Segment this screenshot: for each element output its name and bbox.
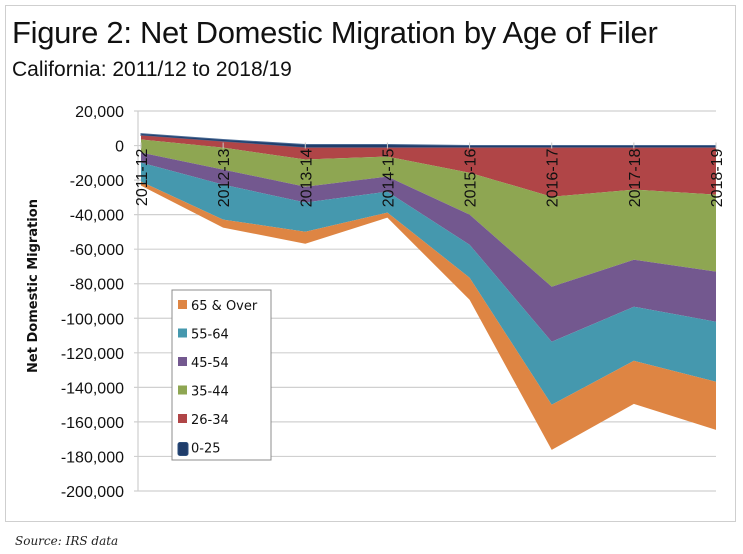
y-tick-label: -80,000 xyxy=(70,277,124,294)
legend-box xyxy=(171,289,272,461)
x-category-label: 2016-17 xyxy=(545,148,562,207)
area-series-65-over xyxy=(141,181,716,450)
chart-title: Figure 2: Net Domestic Migration by Age … xyxy=(12,15,658,50)
y-tick-label: -60,000 xyxy=(70,242,124,259)
x-category-label: 2017-18 xyxy=(627,148,644,207)
x-category-label: 2014-15 xyxy=(380,148,397,207)
y-axis-ticks: 20,000 0 -20,000 -40,000 -60,000 -80,000 -100,… xyxy=(61,104,124,501)
x-category-label: 2015-16 xyxy=(463,148,480,207)
x-category-label: 2018-19 xyxy=(709,148,726,207)
area-series-26-34 xyxy=(141,135,716,197)
x-category-label: 2011-12 xyxy=(134,148,151,206)
legend-label-45-54: 45-54 xyxy=(191,356,229,371)
area-series-45-54 xyxy=(141,152,716,342)
legend: 65 & Over 55-64 45-54 35-44 26-34 0-25 xyxy=(171,289,272,461)
legend-label-26-34: 26-34 xyxy=(191,413,229,428)
y-tick-label: 20,000 xyxy=(75,104,124,121)
legend-swatch-55-64 xyxy=(178,328,187,338)
y-tick-label: -20,000 xyxy=(70,173,124,190)
legend-label-0-25: 0-25 xyxy=(191,442,221,457)
y-tick-label: -100,000 xyxy=(61,311,124,328)
x-category-label: 2012-13 xyxy=(216,148,233,207)
x-category-label: 2013-14 xyxy=(298,148,315,207)
y-tick-label: -180,000 xyxy=(61,449,124,466)
area-series-55-64 xyxy=(141,162,716,405)
legend-swatch-0-25 xyxy=(177,442,189,456)
y-tick-label: 0 xyxy=(115,139,124,156)
x-axis-category-labels: 2011-12 2012-13 2013-14 2014-15 2015-16 2016-… xyxy=(134,148,726,207)
chart-subtitle: California: 2011/12 to 2018/19 xyxy=(12,58,292,81)
area-series-35-44 xyxy=(141,139,716,287)
y-tick-label: -140,000 xyxy=(61,380,124,397)
legend-label-65-over: 65 & Over xyxy=(191,299,258,314)
y-tick-label: -160,000 xyxy=(61,415,124,432)
y-tick-label: -120,000 xyxy=(61,346,124,363)
legend-swatch-35-44 xyxy=(178,385,187,395)
stacked-areas xyxy=(140,133,717,450)
legend-label-55-64: 55-64 xyxy=(191,328,229,343)
legend-label-35-44: 35-44 xyxy=(191,385,229,400)
y-axis-label: Net Domestic Migration xyxy=(26,199,41,373)
legend-swatch-65-over xyxy=(178,300,187,309)
legend-swatch-45-54 xyxy=(178,357,187,366)
y-tick-label: -40,000 xyxy=(70,208,124,225)
legend-swatch-26-34 xyxy=(178,414,187,423)
source-note: Source: IRS data xyxy=(15,534,119,548)
y-tick-label: -200,000 xyxy=(61,484,124,501)
